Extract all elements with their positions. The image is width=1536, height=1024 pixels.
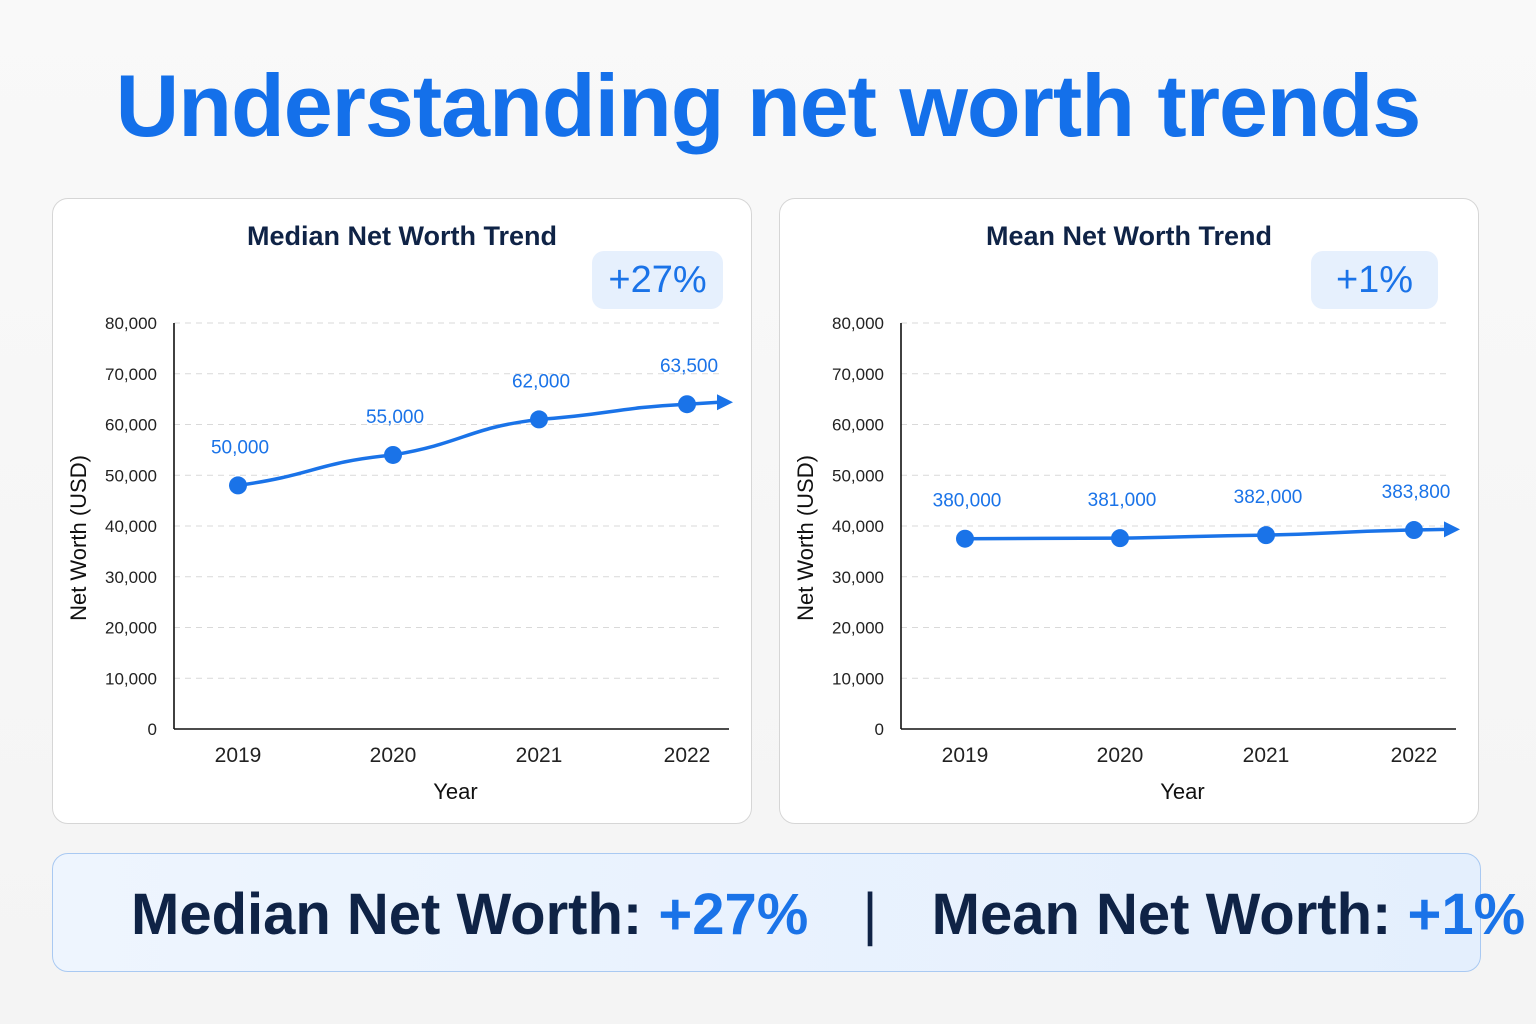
summary-separator: | [862, 882, 878, 947]
mean-change-value: +1% [1335, 259, 1414, 301]
series-line [963, 527, 1448, 541]
y-tick-label: 60,000 [105, 416, 157, 435]
median-chart-card: Median Net Worth Trend +27% 0 10,000 20,00… [52, 198, 752, 824]
x-tick-label: 2021 [1243, 744, 1290, 767]
y-tick-label: 40,000 [832, 517, 884, 536]
y-tick-label: 10,000 [105, 669, 157, 688]
data-label: 55,000 [366, 407, 424, 428]
y-axis-label: Net Worth (USD) [793, 455, 818, 621]
mean-change-badge: +1% [1311, 251, 1438, 309]
x-tick-label: 2019 [215, 744, 262, 767]
summary-median-label: Median Net Worth: [131, 882, 643, 947]
x-tick-label: 2022 [664, 744, 711, 767]
data-label: 50,000 [211, 437, 269, 458]
data-point [1257, 526, 1275, 545]
y-tick-label: 80,000 [105, 314, 157, 333]
median-chart-plot: 0 10,000 20,000 30,000 40,000 50,000 60,000 70,… [66, 314, 733, 804]
data-point [1111, 529, 1129, 548]
y-tick-label: 20,000 [105, 619, 157, 638]
x-tick-label: 2020 [370, 744, 417, 767]
y-tick-label: 70,000 [105, 365, 157, 384]
summary-median-value: +27% [658, 882, 809, 947]
data-point [530, 410, 548, 429]
y-tick-label: 60,000 [832, 416, 884, 435]
data-label: 381,000 [1088, 490, 1157, 511]
summary-mean-label: Mean Net Worth: [931, 882, 1392, 947]
y-tick-label: 50,000 [105, 466, 157, 485]
x-axis-label: Year [1160, 779, 1204, 804]
data-label: 382,000 [1234, 487, 1303, 508]
trend-arrowhead [717, 394, 733, 411]
data-point [678, 395, 696, 414]
y-axis-label: Net Worth (USD) [66, 455, 91, 621]
series-line [236, 400, 721, 488]
median-change-value: +27% [608, 259, 707, 301]
data-label: 63,500 [660, 356, 718, 377]
trend-arrowhead [1444, 521, 1460, 538]
y-tick-label: 80,000 [832, 314, 884, 333]
x-axis-label: Year [433, 779, 477, 804]
y-tick-label: 30,000 [832, 568, 884, 587]
y-tick-label: 70,000 [832, 365, 884, 384]
data-point [1405, 521, 1423, 540]
data-point [956, 529, 974, 548]
data-point [229, 476, 247, 495]
x-tick-label: 2021 [516, 744, 563, 767]
y-tick-label: 30,000 [105, 568, 157, 587]
mean-chart-card: Mean Net Worth Trend +1% 0 10,000 20,000 30… [779, 198, 1479, 824]
y-tick-label: 0 [875, 720, 884, 739]
median-chart-title: Median Net Worth Trend [246, 221, 557, 251]
data-label: 380,000 [933, 491, 1002, 512]
data-label: 383,800 [1382, 482, 1451, 503]
data-label: 62,000 [512, 371, 570, 392]
x-tick-label: 2020 [1097, 744, 1144, 767]
y-tick-label: 50,000 [832, 466, 884, 485]
y-tick-label: 10,000 [832, 669, 884, 688]
mean-chart-plot: 0 10,000 20,000 30,000 40,000 50,000 60,000 70,… [793, 314, 1460, 804]
data-point [384, 445, 402, 464]
x-tick-label: 2022 [1391, 744, 1438, 767]
summary-mean-value: +1% [1407, 882, 1526, 947]
page-title: Understanding net worth trends [115, 56, 1422, 155]
y-tick-label: 20,000 [832, 619, 884, 638]
y-tick-label: 0 [148, 720, 157, 739]
summary-text: Median Net Worth: +27% | Mean Net Worth:… [131, 882, 1525, 948]
median-change-badge: +27% [592, 251, 723, 309]
y-tick-label: 40,000 [105, 517, 157, 536]
mean-chart-title: Mean Net Worth Trend [985, 221, 1273, 251]
summary-banner: Median Net Worth: +27% | Mean Net Worth:… [52, 853, 1525, 972]
x-tick-label: 2019 [942, 744, 989, 767]
